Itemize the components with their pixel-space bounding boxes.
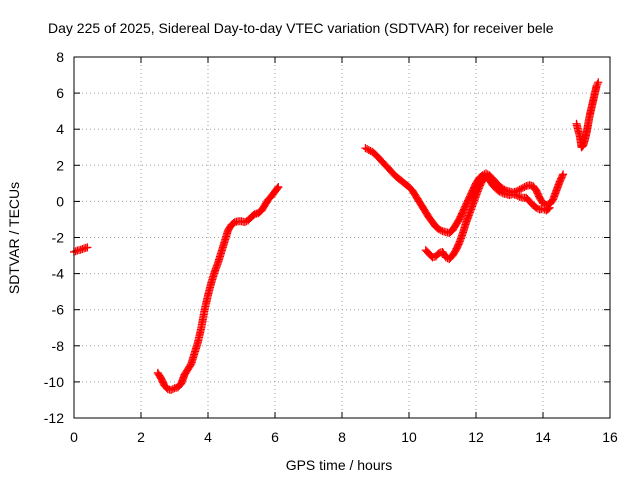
data-point (363, 145, 372, 154)
data-point (515, 185, 524, 194)
data-point (532, 203, 541, 212)
data-point (512, 191, 521, 200)
y-tick-label: 4 (56, 121, 64, 137)
data-point (361, 144, 370, 153)
x-tick-label: 16 (602, 429, 618, 445)
y-tick-label: -8 (52, 338, 65, 354)
data-point (168, 385, 177, 394)
chart-title: Day 225 of 2025, Sidereal Day-to-day VTE… (48, 20, 554, 36)
data-point (513, 191, 522, 200)
data-point (559, 170, 568, 179)
data-point (593, 80, 602, 89)
data-point (497, 188, 506, 197)
x-tick-label: 0 (70, 429, 78, 445)
data-layer (70, 78, 603, 395)
x-tick-label: 6 (271, 429, 279, 445)
data-point (240, 218, 249, 227)
data-point (83, 243, 92, 252)
data-point (274, 182, 283, 191)
data-point (517, 184, 526, 193)
y-tick-label: -12 (44, 410, 64, 426)
y-tick-label: 8 (56, 49, 64, 65)
y-axis-label: SDTVAR / TECUs (6, 182, 22, 294)
data-point (436, 226, 445, 235)
data-point (592, 81, 601, 90)
x-tick-label: 10 (401, 429, 417, 445)
y-tick-label: 6 (56, 85, 64, 101)
ticks-layer: 0 2 4 6 8 10 12 14 16 -12 -10 -8 -6 -4 -2 0 2 4 6 8 (44, 49, 618, 445)
x-tick-label: 2 (137, 429, 145, 445)
y-tick-label: 0 (56, 193, 64, 209)
data-point (545, 203, 554, 212)
data-point (520, 182, 529, 191)
data-point (71, 247, 80, 256)
x-axis-label: GPS time / hours (286, 457, 393, 473)
data-point (273, 184, 282, 193)
data-point (544, 204, 553, 213)
data-point (558, 171, 567, 180)
series-segment (153, 182, 283, 395)
y-tick-label: -2 (52, 230, 65, 246)
data-point (518, 183, 527, 192)
x-tick-label: 12 (468, 429, 484, 445)
x-tick-label: 8 (338, 429, 346, 445)
data-point (594, 78, 603, 87)
y-tick-label: -4 (52, 266, 65, 282)
x-tick-label: 14 (535, 429, 551, 445)
y-tick-label: -10 (44, 374, 64, 390)
data-point (364, 145, 373, 154)
grid-layer (74, 57, 610, 418)
x-tick-label: 4 (204, 429, 212, 445)
series-segment (421, 173, 554, 264)
data-point (78, 245, 87, 254)
series-segment (572, 78, 603, 152)
data-point (435, 225, 444, 234)
y-tick-label: -6 (52, 302, 65, 318)
data-point (495, 187, 504, 196)
y-tick-label: 2 (56, 157, 64, 173)
data-point (76, 245, 85, 254)
data-point (167, 386, 176, 395)
